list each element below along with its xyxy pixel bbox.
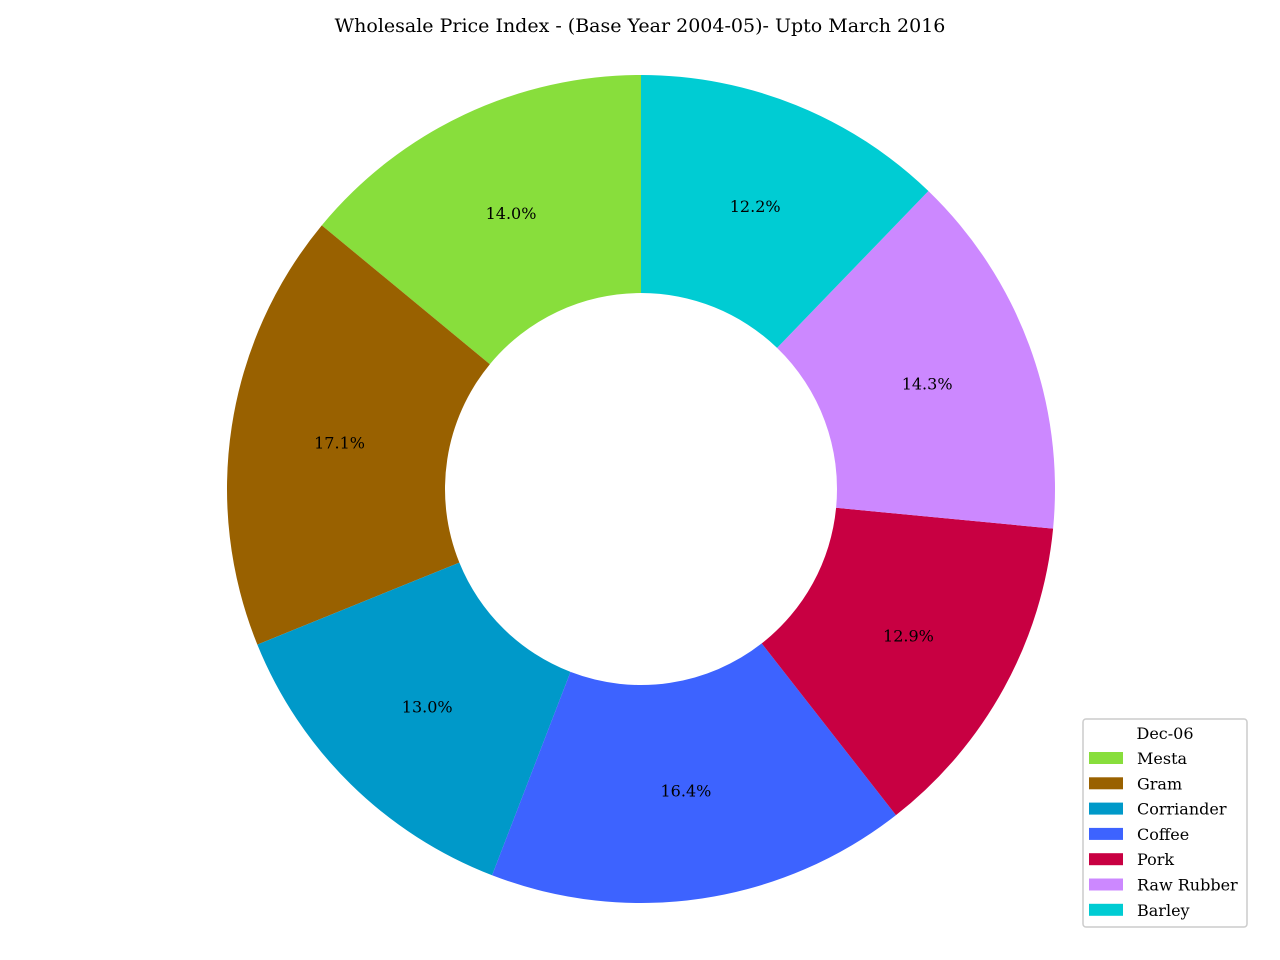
legend-label-gram: Gram [1137, 774, 1182, 793]
percent-labels-group: 14.0% 17.1% 13.0% 16.4% 12.9% 14.3% 12.2% [314, 197, 952, 801]
legend-label-coffee: Coffee [1137, 825, 1189, 844]
percent-label-gram: 17.1% [314, 434, 365, 453]
legend-swatch-raw-rubber [1089, 878, 1123, 891]
legend-swatch-barley [1089, 903, 1123, 916]
slice-coffee [492, 643, 896, 903]
legend-label-pork: Pork [1137, 850, 1174, 869]
percent-label-corriander: 13.0% [402, 698, 453, 717]
percent-label-barley: 12.2% [730, 197, 781, 216]
slice-barley [641, 75, 929, 348]
slice-pork [761, 507, 1054, 816]
legend-items: Mesta Gram Corriander Coffee Pork Raw Rubber B… [1089, 749, 1238, 920]
legend-swatch-coffee [1089, 827, 1123, 840]
legend-swatch-mesta [1089, 752, 1123, 764]
percent-label-pork: 12.9% [883, 627, 934, 646]
legend-label-corriander: Corriander [1137, 800, 1227, 819]
chart-title: Wholesale Price Index - (Base Year 2004-… [335, 15, 946, 37]
slice-gram [226, 225, 490, 645]
legend: Dec-06 Mesta Gram Corriander Coffee Pork Raw … [1082, 718, 1248, 928]
percent-label-mesta: 14.0% [486, 204, 537, 223]
legend-swatch-gram [1089, 777, 1123, 790]
slice-corriander [257, 562, 571, 876]
legend-label-barley: Barley [1137, 901, 1190, 920]
legend-swatch-corriander [1089, 802, 1123, 815]
legend-title: Dec-06 [1136, 724, 1193, 743]
slices-group [226, 75, 1055, 903]
slice-raw-rubber [777, 191, 1055, 529]
percent-label-raw-rubber: 14.3% [902, 374, 953, 393]
percent-label-coffee: 16.4% [661, 782, 712, 801]
legend-frame [1082, 718, 1248, 928]
slice-mesta [321, 75, 641, 365]
legend-swatch-pork [1089, 853, 1123, 866]
legend-label-raw-rubber: Raw Rubber [1137, 876, 1238, 895]
legend-label-mesta: Mesta [1137, 749, 1187, 768]
